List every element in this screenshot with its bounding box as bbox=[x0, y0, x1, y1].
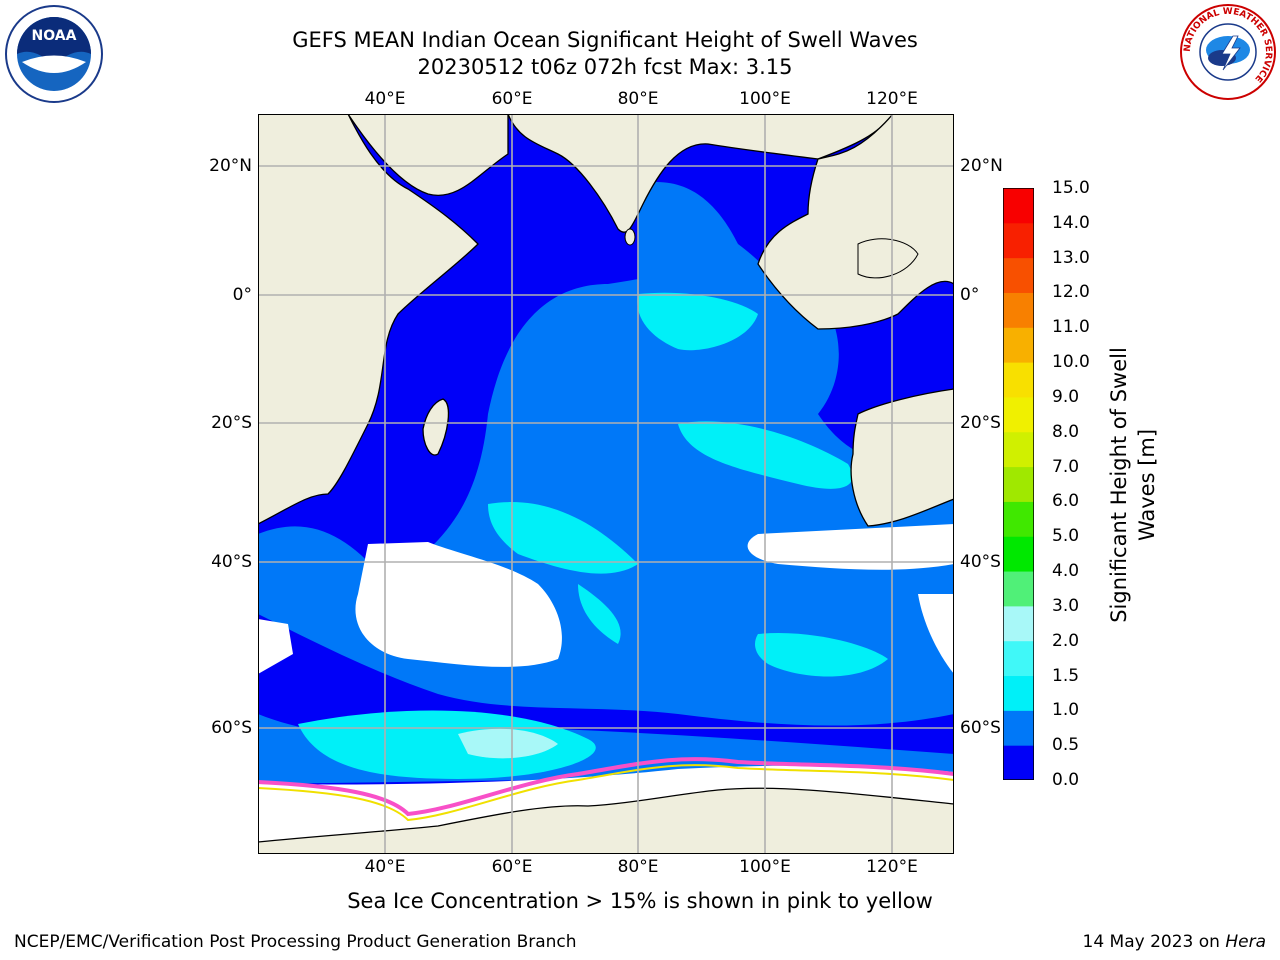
colorbar-swatch bbox=[1003, 188, 1034, 224]
noaa-logo: NOAA bbox=[5, 5, 103, 103]
noaa-logo-text: NOAA bbox=[32, 28, 77, 44]
map-title-line2: 20230512 t06z 072h fcst Max: 3.15 bbox=[417, 55, 793, 79]
colorbar-swatch bbox=[1003, 257, 1034, 293]
colorbar-title: Significant Height of Swell Waves [m] bbox=[1105, 347, 1161, 623]
colorbar-swatch bbox=[1003, 640, 1034, 677]
swell-zone-light bbox=[755, 633, 888, 677]
lat-label-left: 20°N bbox=[209, 156, 252, 176]
colorbar-tick-label: 6.0 bbox=[1052, 491, 1080, 512]
colorbar bbox=[1003, 188, 1034, 780]
colorbar-tick-label: 7.0 bbox=[1052, 456, 1080, 477]
colorbar-tick-label: 1.5 bbox=[1052, 665, 1080, 686]
lon-label-top: 120°E bbox=[866, 89, 918, 109]
sea-ice-note: Sea Ice Concentration > 15% is shown in … bbox=[347, 889, 933, 913]
colorbar-swatch bbox=[1003, 536, 1034, 572]
colorbar-swatch bbox=[1003, 431, 1034, 468]
footer-credit: NCEP/EMC/Verification Post Processing Pr… bbox=[14, 932, 577, 952]
swell-zone-light bbox=[578, 584, 621, 644]
graticule bbox=[258, 114, 954, 854]
lon-label-top: 100°E bbox=[739, 89, 791, 109]
colorbar-swatch bbox=[1003, 675, 1034, 711]
colorbar-tick-label: 3.0 bbox=[1052, 595, 1080, 616]
lat-label-right: 20°N bbox=[960, 156, 1003, 176]
swell-zone-light bbox=[637, 292, 758, 351]
swell-height-map bbox=[258, 114, 954, 854]
colorbar-tick-label: 12.0 bbox=[1052, 282, 1090, 303]
land-antarctica bbox=[258, 787, 954, 854]
map-title-line1: GEFS MEAN Indian Ocean Significant Heigh… bbox=[292, 28, 918, 52]
land-madagascar bbox=[422, 398, 450, 456]
colorbar-swatch bbox=[1003, 710, 1034, 746]
land-sri-lanka bbox=[624, 228, 636, 246]
colorbar-tick-label: 9.0 bbox=[1052, 386, 1080, 407]
colorbar-title-line1: Significant Height of Swell bbox=[1107, 347, 1131, 623]
footer-date: 14 May 2023 on Hera bbox=[1083, 932, 1267, 952]
swell-zone-very-light bbox=[458, 728, 558, 759]
colorbar-tick-label: 13.0 bbox=[1052, 247, 1090, 268]
colorbar-tick-label: 8.0 bbox=[1052, 421, 1080, 442]
lat-label-left: 0° bbox=[232, 285, 252, 305]
footer-date-text: 14 May 2023 on bbox=[1082, 932, 1226, 952]
colorbar-swatch bbox=[1003, 362, 1034, 398]
colorbar-swatch bbox=[1003, 327, 1034, 363]
lon-label-bottom: 40°E bbox=[364, 857, 406, 877]
lon-label-top: 80°E bbox=[617, 89, 659, 109]
lat-label-right: 60°S bbox=[960, 718, 1001, 738]
colorbar-tick-label: 0.5 bbox=[1052, 735, 1080, 756]
colorbar-swatch bbox=[1003, 222, 1034, 259]
lat-label-left: 20°S bbox=[211, 413, 252, 433]
colorbar-tick-label: 11.0 bbox=[1052, 317, 1090, 338]
lon-label-top: 40°E bbox=[364, 89, 406, 109]
lat-label-right: 40°S bbox=[960, 552, 1001, 572]
lon-label-top: 60°E bbox=[491, 89, 533, 109]
land-africa bbox=[258, 114, 509, 196]
colorbar-swatch bbox=[1003, 571, 1034, 607]
colorbar-tick-label: 5.0 bbox=[1052, 526, 1080, 547]
lat-label-right: 0° bbox=[960, 285, 980, 305]
lon-label-bottom: 120°E bbox=[866, 857, 918, 877]
colorbar-swatch bbox=[1003, 466, 1034, 502]
lat-label-left: 60°S bbox=[211, 718, 252, 738]
land-indonesia-islands bbox=[857, 238, 919, 279]
colorbar-swatch bbox=[1003, 292, 1034, 328]
colorbar-tick-label: 4.0 bbox=[1052, 561, 1080, 582]
missing-data-patch bbox=[747, 524, 954, 570]
lon-label-bottom: 100°E bbox=[739, 857, 791, 877]
lon-label-bottom: 80°E bbox=[617, 857, 659, 877]
colorbar-tick-label: 1.0 bbox=[1052, 700, 1080, 721]
swell-zone-light bbox=[488, 502, 638, 574]
colorbar-title-line2: Waves [m] bbox=[1135, 428, 1159, 542]
land-australia bbox=[850, 388, 954, 527]
colorbar-tick-label: 14.0 bbox=[1052, 212, 1090, 233]
lat-label-right: 20°S bbox=[960, 413, 1001, 433]
lat-label-left: 40°S bbox=[211, 552, 252, 572]
colorbar-swatch bbox=[1003, 396, 1034, 433]
colorbar-tick-label: 10.0 bbox=[1052, 352, 1090, 373]
colorbar-tick-label: 0.0 bbox=[1052, 770, 1080, 790]
missing-data-patch bbox=[918, 594, 954, 674]
colorbar-tick-label: 2.0 bbox=[1052, 630, 1080, 651]
lon-label-bottom: 60°E bbox=[491, 857, 533, 877]
missing-data-patch bbox=[258, 619, 293, 674]
colorbar-tick-label: 15.0 bbox=[1052, 178, 1090, 198]
land-africa bbox=[258, 114, 479, 525]
missing-data-patch bbox=[355, 542, 562, 667]
colorbar-swatch bbox=[1003, 605, 1034, 642]
footer-host: Hera bbox=[1225, 932, 1266, 952]
colorbar-swatch bbox=[1003, 745, 1034, 780]
colorbar-swatch bbox=[1003, 501, 1034, 537]
nws-logo: NATIONAL WEATHER SERVICE bbox=[1180, 4, 1276, 100]
swell-zone-medium bbox=[638, 182, 786, 324]
